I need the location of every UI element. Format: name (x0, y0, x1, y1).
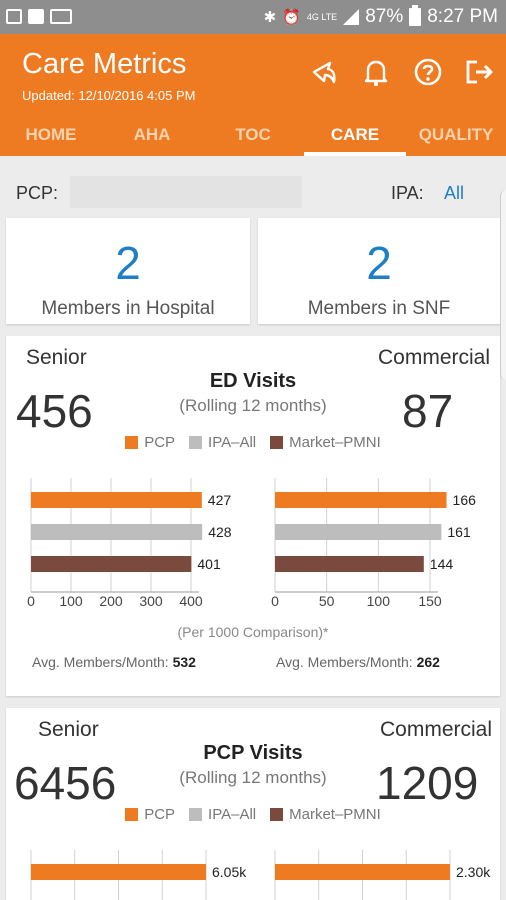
pcp-selector[interactable] (70, 176, 302, 208)
ipa-all-swatch (189, 808, 203, 821)
bar-pcp (275, 864, 450, 880)
commercial-avg-members: Avg. Members/Month: 262 (276, 654, 440, 670)
x-tick-label: 50 (319, 593, 335, 609)
x-tick-label: 100 (367, 593, 391, 609)
commercial-pcp-chart: 2.30k (274, 850, 491, 900)
bar-pcp (275, 492, 447, 508)
market-pmni-swatch (270, 436, 284, 449)
members-in-snf-label: Members in SNF (307, 298, 451, 319)
bar-value-label: 2.30k (456, 864, 491, 880)
bar-value-label: 428 (208, 524, 232, 540)
market-pmni-swatch (270, 808, 284, 821)
bar-market-pmni (31, 556, 192, 572)
senior-pcp-chart: 6.05k (30, 850, 246, 900)
senior-label: Senior (38, 718, 99, 741)
x-tick-label: 0 (27, 593, 35, 609)
senior-avg-members: Avg. Members/Month: 532 (32, 654, 196, 670)
tab-quality[interactable]: QUALITY (418, 125, 494, 144)
members-in-hospital-label: Members in Hospital (41, 298, 215, 319)
ipa-all-swatch (189, 436, 203, 449)
system-status: ✱ ⏰ 4G LTE 87% 8:27 PM (263, 5, 498, 28)
bar-ipa-all (31, 524, 203, 540)
members-in-hospital-card[interactable]: 2 Members in Hospital (6, 218, 250, 324)
x-tick-label: 200 (99, 593, 123, 609)
pcp-label: PCP: (16, 183, 59, 203)
signal-icon (343, 9, 360, 25)
bar-pcp (31, 492, 202, 508)
bar-value-label: 161 (447, 524, 471, 540)
chart-legend: PCP IPA–All Market–PMNI (6, 434, 500, 451)
bar-value-label: 6.05k (212, 864, 246, 880)
share-icon[interactable] (308, 56, 340, 88)
members-in-snf-card[interactable]: 2 Members in SNF (258, 218, 500, 324)
commercial-ed-chart: 0 50 100 150 166 161 144 (271, 478, 477, 609)
x-tick-label: 100 (59, 593, 83, 609)
x-tick-label: 300 (139, 593, 163, 609)
commercial-pcp-visits-value: 1209 (376, 757, 479, 809)
tab-bar: HOME AHA TOC CARE QUALITY (0, 120, 506, 156)
battery-percent: 87% (365, 6, 404, 27)
tab-toc[interactable]: TOC (235, 125, 271, 144)
senior-ed-chart: 0 100 200 300 400 427 428 401 (27, 478, 232, 609)
x-tick-label: 150 (418, 593, 442, 609)
legend-market-pmni: Market–PMNI (270, 806, 381, 823)
tab-care[interactable]: CARE (304, 120, 406, 156)
members-in-snf-value: 2 (366, 237, 392, 289)
bar-value-label: 401 (197, 556, 221, 572)
bell-icon[interactable] (360, 56, 392, 88)
clock: 8:27 PM (427, 6, 498, 27)
x-tick-label: 0 (271, 593, 279, 609)
legend-pcp: PCP (125, 434, 175, 451)
senior-label: Senior (26, 346, 87, 369)
per-1000-note: (Per 1000 Comparison)* (177, 624, 329, 640)
logout-icon[interactable] (464, 56, 496, 88)
bluetooth-icon: ✱ (263, 9, 277, 26)
pcp-swatch (125, 808, 139, 821)
bar-pcp (31, 864, 206, 880)
senior-pcp-visits-value: 6456 (14, 757, 117, 809)
ipa-label: IPA: (391, 183, 424, 203)
app-notification-icon (28, 9, 44, 24)
commercial-label: Commercial (377, 346, 490, 369)
legend-pcp: PCP (125, 806, 175, 823)
bar-value-label: 427 (208, 492, 232, 508)
commercial-label: Commercial (379, 718, 492, 741)
pcp-visits-subtitle: (Rolling 12 months) (179, 768, 327, 787)
battery-icon (409, 5, 422, 26)
legend-ipa-all: IPA–All (189, 434, 256, 451)
chart-legend: PCP IPA–All Market–PMNI (6, 806, 500, 823)
filter-row: PCP: IPA: All (0, 156, 506, 218)
ed-visits-card: Senior Commercial ED Visits (Rolling 12 … (6, 336, 500, 696)
scroll-edge-handle[interactable] (500, 190, 506, 380)
bar-ipa-all (275, 524, 442, 540)
notification-icons (6, 9, 72, 24)
pcp-visits-title: PCP Visits (203, 742, 303, 764)
x-tick-label: 400 (179, 593, 203, 609)
bar-value-label: 144 (430, 556, 454, 572)
bar-value-label: 166 (453, 492, 477, 508)
image-notification-icon (6, 9, 22, 24)
help-icon[interactable] (412, 56, 444, 88)
message-notification-icon (50, 9, 72, 24)
members-in-hospital-value: 2 (115, 237, 141, 289)
app-title: Care Metrics (22, 48, 187, 80)
commercial-ed-visits-value: 87 (402, 385, 454, 437)
senior-ed-visits-value: 456 (16, 385, 93, 437)
ed-visits-title: ED Visits (209, 370, 297, 392)
legend-market-pmni: Market–PMNI (270, 434, 381, 451)
tab-aha[interactable]: AHA (133, 125, 171, 144)
bar-market-pmni (275, 556, 424, 572)
legend-ipa-all: IPA–All (189, 806, 256, 823)
pcp-visits-card: Senior Commercial PCP Visits (Rolling 12… (6, 708, 500, 900)
ed-visits-subtitle: (Rolling 12 months) (179, 396, 327, 415)
updated-timestamp: Updated: 12/10/2016 4:05 PM (22, 88, 196, 103)
pcp-swatch (125, 436, 139, 449)
tab-home[interactable]: HOME (25, 125, 77, 144)
header-actions (308, 56, 496, 88)
ipa-selector[interactable]: All (444, 183, 465, 203)
status-bar: ✱ ⏰ 4G LTE 87% 8:27 PM (0, 0, 506, 34)
app-header: Care Metrics Updated: 12/10/2016 4:05 PM… (0, 34, 506, 156)
network-type-label: 4G LTE (306, 12, 338, 22)
alarm-icon: ⏰ (282, 9, 301, 26)
